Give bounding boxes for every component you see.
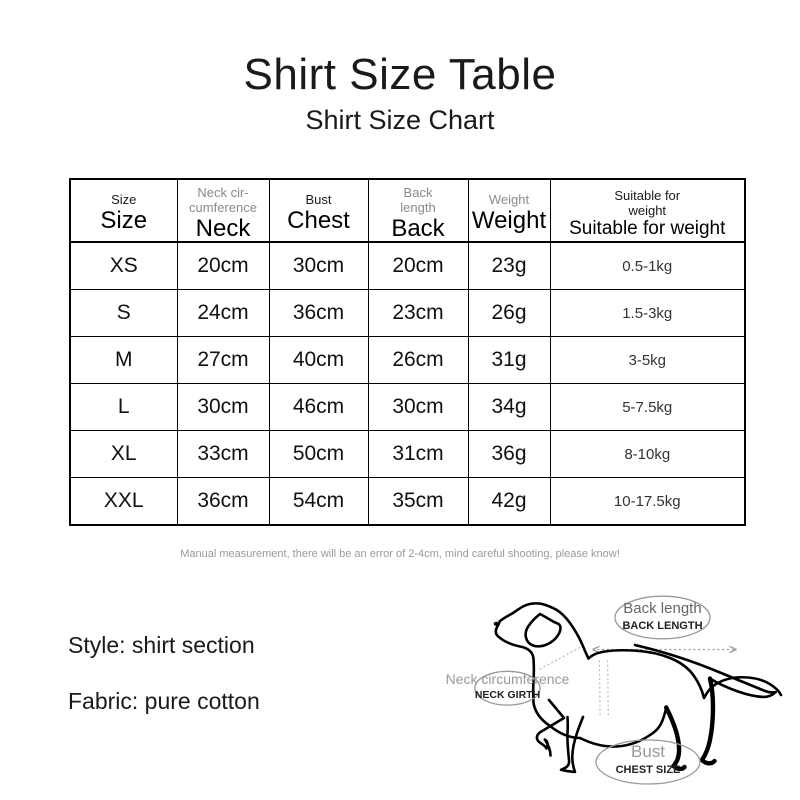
svg-text:BACK LENGTH: BACK LENGTH xyxy=(622,620,702,632)
svg-text:Neck circumference: Neck circumference xyxy=(446,671,570,687)
svg-text:CHEST SIZE: CHEST SIZE xyxy=(616,764,681,776)
svg-text:Bust: Bust xyxy=(631,742,665,761)
svg-text:Back length: Back length xyxy=(623,600,701,617)
svg-text:NECK GIRTH: NECK GIRTH xyxy=(475,689,540,701)
